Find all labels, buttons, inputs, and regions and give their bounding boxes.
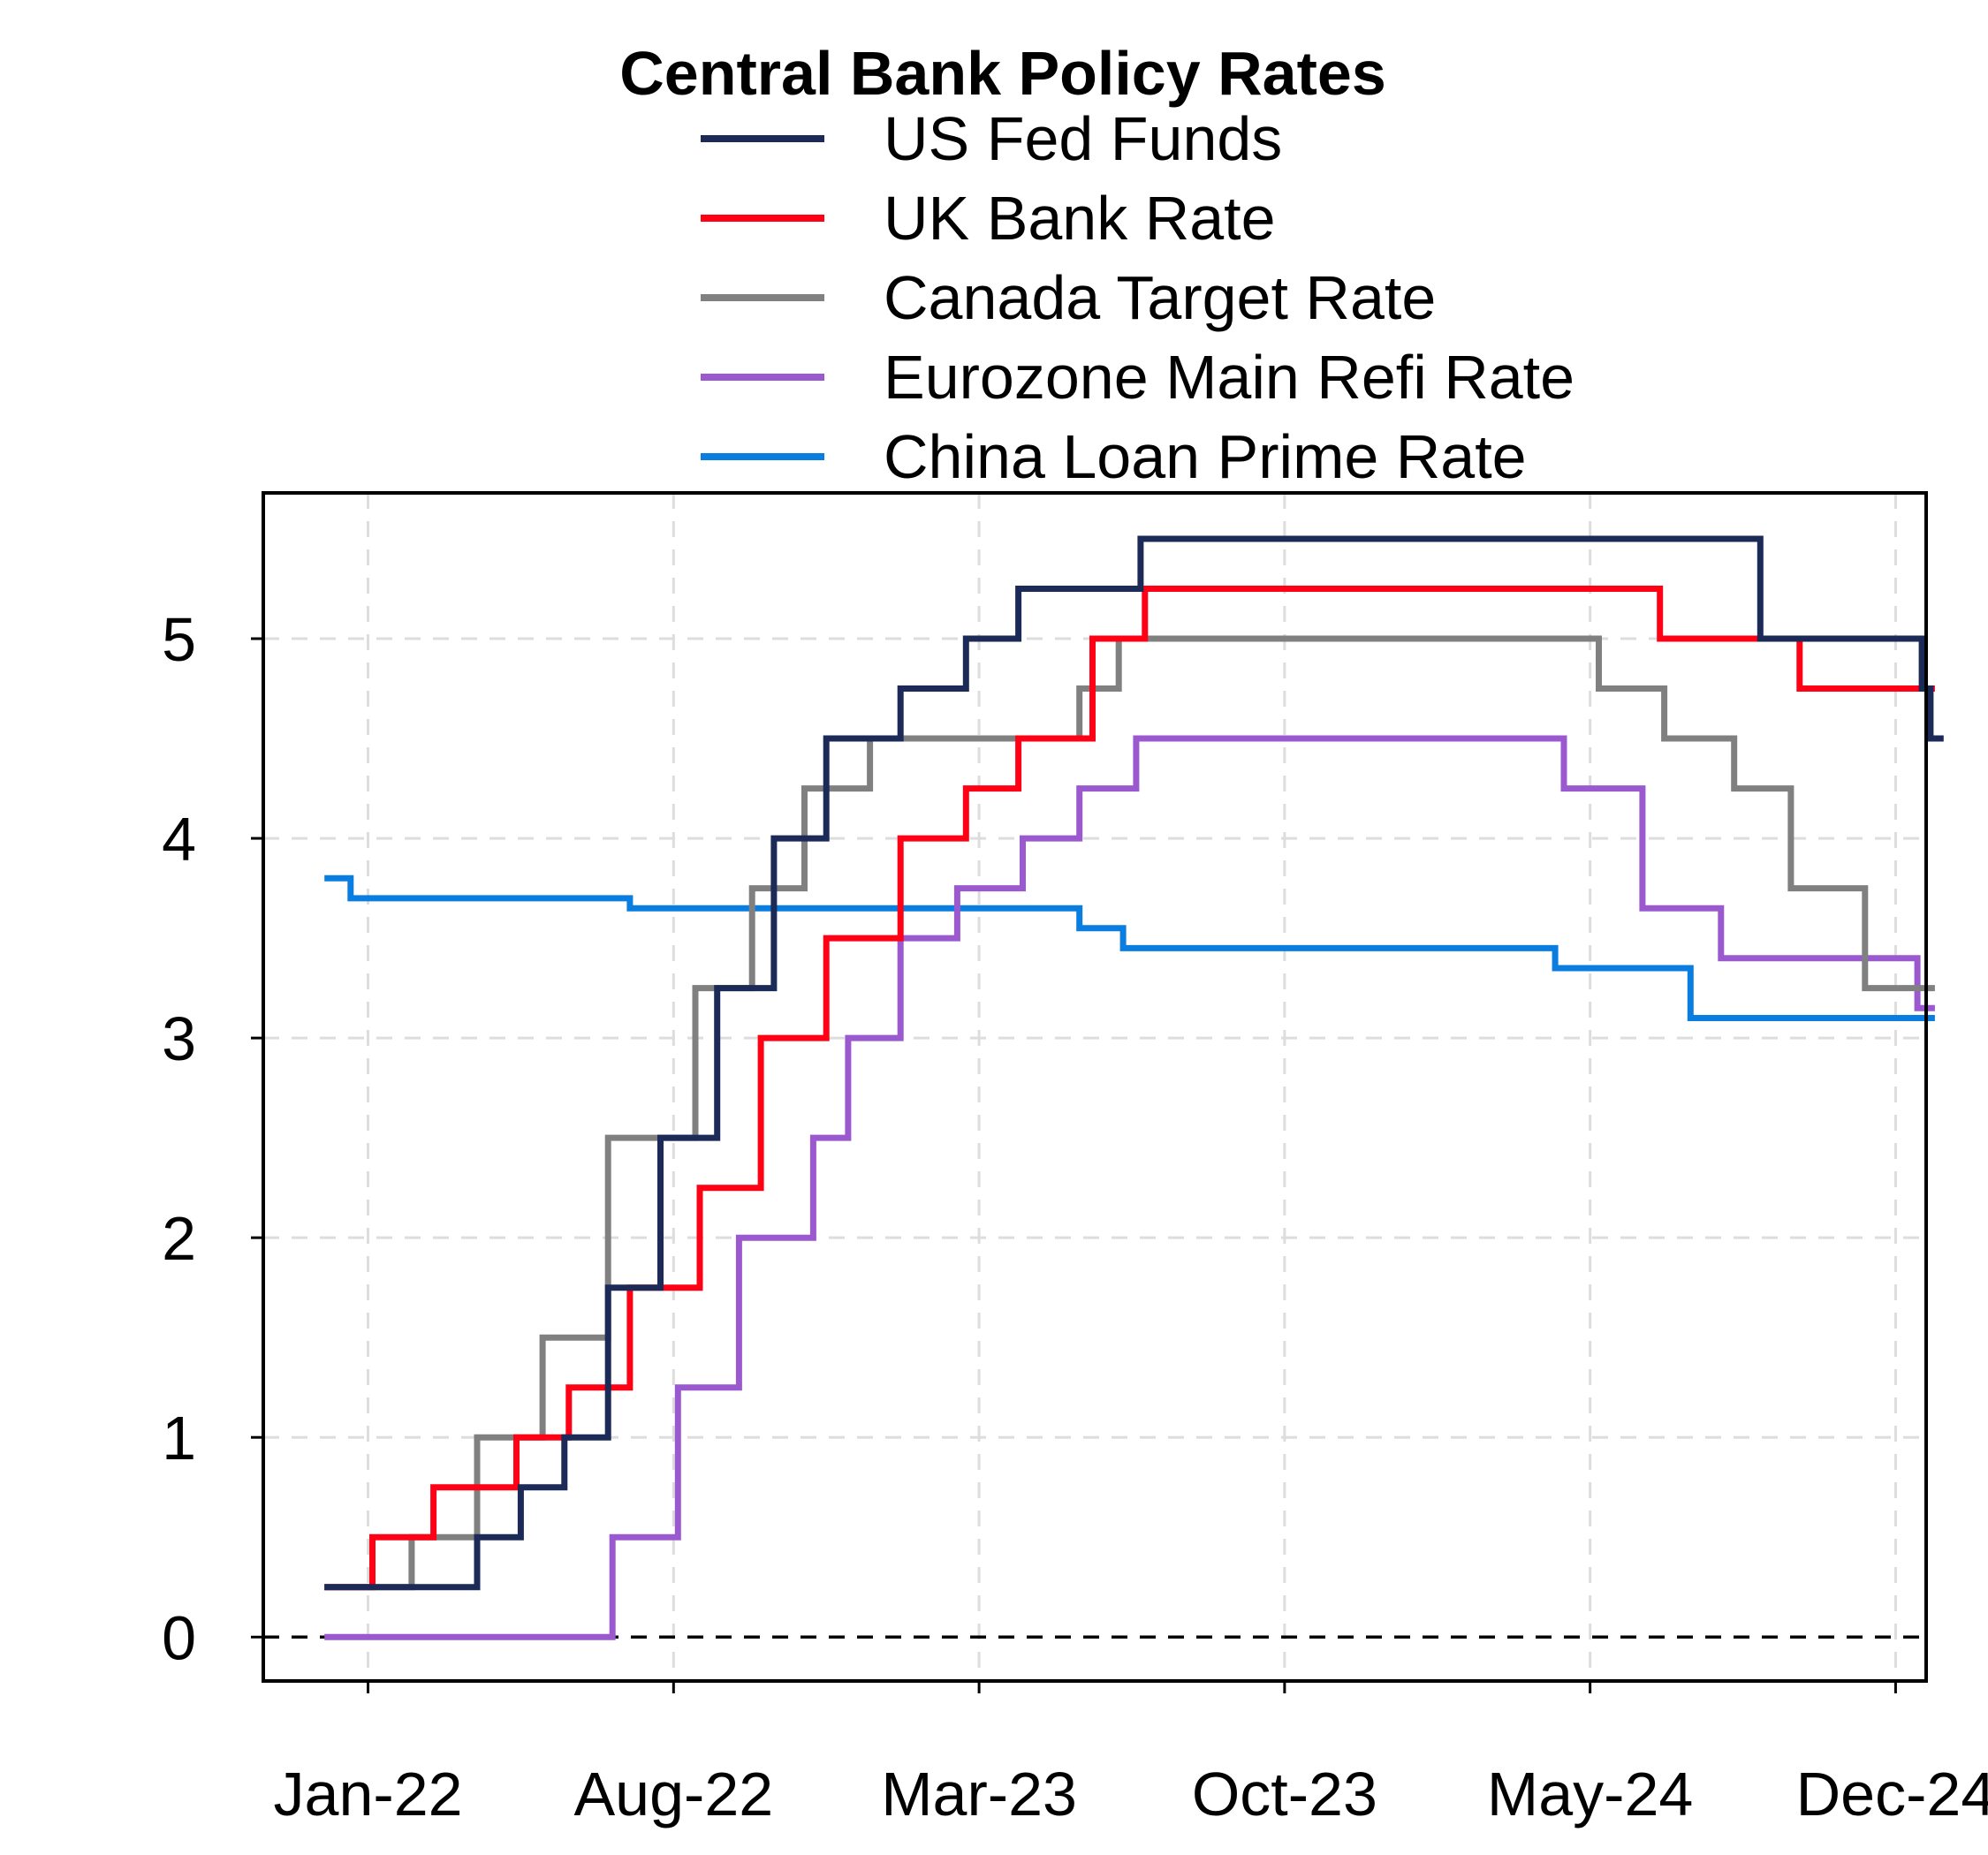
y-tick-label: 1 [162, 1404, 196, 1473]
series-line-us-fed-funds [324, 535, 1944, 1591]
chart-title: Central Bank Policy Rates [619, 39, 1386, 108]
series-line-china-loan-prime-rate [324, 874, 1935, 1021]
x-tick-label: Jan-22 [274, 1760, 463, 1828]
x-tick-label: Dec-24 [1796, 1760, 1988, 1828]
legend: US Fed Funds UK Bank Rate Canada Target Ra… [701, 104, 1574, 491]
legend-label-canada-target-rate: Canada Target Rate [884, 263, 1436, 332]
series-line-eurozone-main-refi-rate [324, 735, 1935, 1640]
y-tick-label: 0 [162, 1603, 196, 1672]
y-tick-label: 3 [162, 1004, 196, 1073]
x-tick-label: Aug-22 [573, 1760, 773, 1828]
y-tick-label: 4 [162, 805, 196, 874]
legend-label-uk-bank-rate: UK Bank Rate [884, 184, 1276, 253]
y-tick-label: 5 [162, 605, 196, 674]
y-tick-label: 2 [162, 1204, 196, 1273]
legend-label-eurozone-main-refi-rate: Eurozone Main Refi Rate [884, 343, 1574, 412]
x-tick-label: May-24 [1487, 1760, 1693, 1828]
x-tick-label: Oct-23 [1192, 1760, 1377, 1828]
series-line-canada-target-rate [324, 635, 1935, 1591]
plot-frame [262, 491, 1928, 1683]
x-tick-label: Mar-23 [881, 1760, 1077, 1828]
series-lines [324, 535, 1944, 1640]
legend-label-us-fed-funds: US Fed Funds [884, 104, 1282, 173]
series-line-uk-bank-rate [324, 586, 1935, 1591]
legend-label-china-loan-prime-rate: China Loan Prime Rate [884, 422, 1527, 491]
axis-labels: Jan-22 Aug-22 Mar-23 Oct-23 May-24 Dec-24 0 1 2 3… [162, 605, 1988, 1828]
